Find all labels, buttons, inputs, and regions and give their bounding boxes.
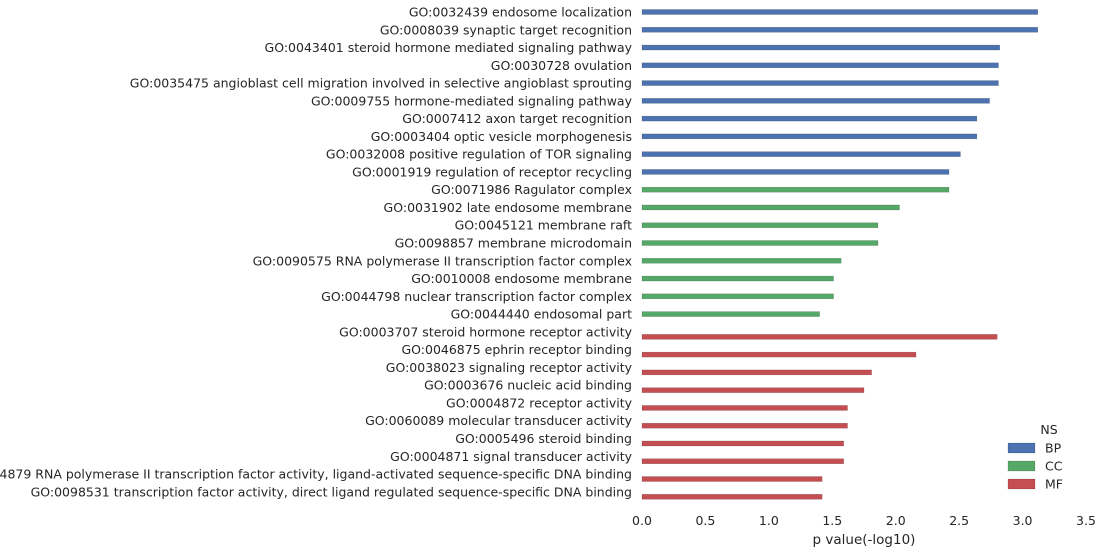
category-label: GO:0090575 RNA polymerase II transcripti… <box>253 253 632 268</box>
legend-label-cc: CC <box>1045 459 1063 474</box>
category-label: GO:0044440 endosomal part <box>451 307 633 322</box>
bar-bp <box>641 151 961 157</box>
category-label: GO:0098857 membrane microdomain <box>395 236 632 251</box>
bar-mf <box>641 405 848 411</box>
x-tick-label: 2.5 <box>949 513 969 528</box>
x-tick-label: 0.5 <box>695 513 715 528</box>
bar-bp <box>641 98 990 104</box>
x-tick-label: 1.0 <box>759 513 779 528</box>
bar-mf <box>641 369 872 376</box>
bar-mf <box>641 476 823 482</box>
category-label: GO:0003707 steroid hormone receptor acti… <box>339 324 632 339</box>
legend-swatch-cc <box>1007 460 1036 472</box>
category-label: GO:0032439 endosome localization <box>409 5 632 20</box>
legend: NS BP CC MF <box>1007 422 1063 492</box>
x-axis-ticks: 0.0 0.5 1.0 1.5 2.0 2.5 3.0 3.5 <box>632 513 1096 528</box>
category-label: GO:0060089 molecular transducer activity <box>365 413 633 428</box>
category-label: GO:0038023 signaling receptor activity <box>386 360 633 375</box>
category-label: GO:0031902 late endosome membrane <box>384 200 633 215</box>
category-label: GO:0008039 synaptic target recognition <box>380 22 632 37</box>
bar-bp <box>641 133 978 140</box>
legend-label-bp: BP <box>1045 441 1062 456</box>
category-label: GO:0007412 axon target recognition <box>402 111 632 126</box>
bar-bp <box>641 44 1000 51</box>
bar-bp <box>641 9 1039 15</box>
bar-cc <box>641 293 834 300</box>
bar-cc <box>641 311 820 317</box>
bar-bp <box>641 115 978 122</box>
category-label: GO:0004871 signal transducer activity <box>390 449 632 464</box>
bar-mf <box>641 494 823 500</box>
category-label: GO:0004879 RNA polymerase II transcripti… <box>0 467 632 482</box>
category-label: GO:0005496 steroid binding <box>455 431 632 446</box>
x-tick-label: 0.0 <box>632 513 652 528</box>
bar-mf <box>641 422 848 429</box>
bar-bp <box>641 169 950 175</box>
category-label: GO:0030728 ovulation <box>491 58 632 73</box>
category-label: GO:0009755 hormone-mediated signaling pa… <box>311 93 633 108</box>
bar-cc <box>641 258 842 264</box>
bars-layer <box>641 9 1039 500</box>
legend-entries: BP CC MF <box>1007 441 1063 492</box>
category-label: GO:0046875 ephrin receptor binding <box>401 342 632 357</box>
category-label: GO:0098531 transcription factor activity… <box>31 484 632 499</box>
category-label: GO:0071986 Ragulator complex <box>431 182 632 197</box>
x-axis-label: p value(-log10) <box>813 532 916 548</box>
category-labels: GO:0032439 endosome localization GO:00080… <box>0 5 633 500</box>
category-label: GO:0044798 nuclear transcription factor … <box>321 289 632 304</box>
category-label: GO:0010008 endosome membrane <box>411 271 632 286</box>
x-tick-label: 3.5 <box>1076 513 1096 528</box>
bar-cc <box>641 240 879 246</box>
bar-cc <box>641 186 950 193</box>
category-label: GO:0043401 steroid hormone mediated sign… <box>265 40 633 55</box>
bar-cc <box>641 275 834 282</box>
x-tick-label: 1.5 <box>822 513 842 528</box>
bar-cc <box>641 204 900 211</box>
legend-title: NS <box>1040 422 1057 437</box>
category-label: GO:0035475 angioblast cell migration inv… <box>130 76 632 91</box>
bar-bp <box>641 62 999 69</box>
category-label: GO:0032008 positive regulation of TOR si… <box>326 147 632 162</box>
category-label: GO:0004872 receptor activity <box>446 395 633 410</box>
category-label: GO:0003676 nucleic acid binding <box>424 378 632 393</box>
bar-mf <box>641 458 844 464</box>
x-tick-label: 3.0 <box>1013 513 1033 528</box>
x-tick-label: 2.0 <box>886 513 906 528</box>
category-label: GO:0003404 optic vesicle morphogenesis <box>371 129 632 144</box>
bar-bp <box>641 27 1039 33</box>
legend-swatch-bp <box>1007 442 1036 454</box>
bar-cc <box>641 222 879 228</box>
bar-mf <box>641 387 865 393</box>
bar-bp <box>641 80 999 86</box>
bar-mf <box>641 440 844 447</box>
bar-mf <box>641 334 998 340</box>
category-label: GO:0001919 regulation of receptor recycl… <box>352 164 632 179</box>
category-label: GO:0045121 membrane raft <box>455 218 633 233</box>
bar-mf <box>641 351 917 358</box>
legend-swatch-mf <box>1007 478 1036 490</box>
legend-label-mf: MF <box>1045 477 1063 492</box>
